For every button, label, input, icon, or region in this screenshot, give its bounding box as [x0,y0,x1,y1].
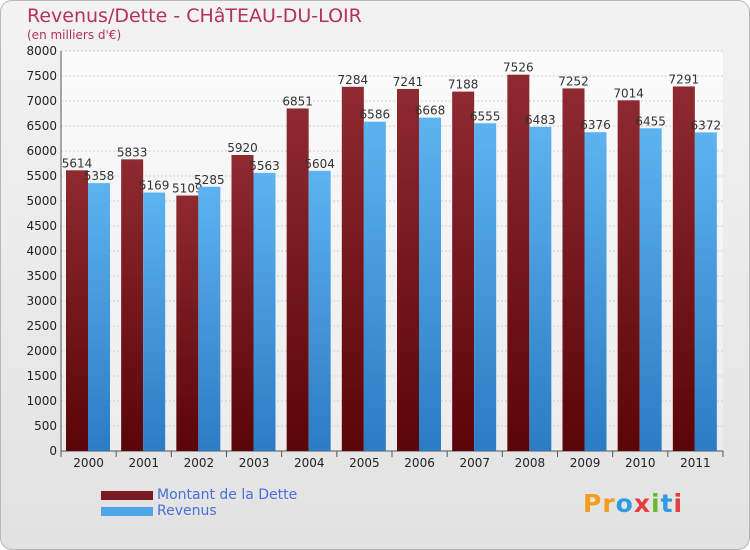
data-label-dette-2010: 7014 [613,86,644,100]
bar-dette-2001 [121,159,144,451]
logo-letter: x [633,489,651,518]
y-tick-label: 4500 [26,219,57,233]
logo-letter: i [651,489,661,518]
bar-dette-2008 [507,74,530,451]
bar-dette-2009 [562,88,585,452]
data-label-revenus-2000: 5358 [84,169,115,183]
bar-dette-2010 [617,100,640,452]
chart-title: Revenus/Dette - CHâTEAU-DU-LOIR [27,5,362,27]
legend: Montant de la Dette Revenus [101,487,297,519]
logo-letter: o [615,489,634,518]
y-tick-label: 3500 [26,269,57,283]
bar-revenus-2010 [639,128,662,451]
y-tick-label: 7500 [26,69,57,83]
y-tick-label: 5500 [26,169,57,183]
legend-item-revenus: Revenus [101,503,297,519]
legend-label-revenus: Revenus [157,503,217,519]
legend-label-dette: Montant de la Dette [157,487,298,503]
x-tick-label: 2005 [349,456,380,470]
bar-dette-2004 [286,108,309,451]
legend-swatch-dette [101,490,153,500]
bar-revenus-2005 [363,121,386,451]
data-label-revenus-2001: 5169 [139,179,170,193]
data-label-revenus-2008: 6483 [525,113,556,127]
y-tick-label: 7000 [26,94,57,108]
bar-revenus-2009 [584,132,607,451]
bar-revenus-2011 [694,132,717,451]
data-label-revenus-2011: 6372 [691,118,722,132]
data-label-revenus-2002: 5285 [194,173,225,187]
data-label-revenus-2004: 5604 [304,157,335,171]
bar-revenus-2006 [419,117,441,451]
data-label-dette-2006: 7241 [393,75,424,89]
x-tick-label: 2003 [239,456,270,470]
x-tick-label: 2009 [570,456,601,470]
y-tick-label: 8000 [26,44,57,58]
x-tick-label: 2011 [680,456,711,470]
logo-letter: P [583,489,603,518]
bar-dette-2000 [66,170,88,452]
bar-revenus-2007 [474,123,497,451]
bar-dette-2003 [231,155,254,451]
bar-revenus-2000 [88,183,110,451]
data-label-dette-2003: 5920 [227,141,258,155]
data-label-revenus-2005: 6586 [360,108,391,122]
x-tick-label: 2001 [128,456,159,470]
bar-dette-2011 [672,86,695,451]
x-tick-label: 2006 [404,456,435,470]
bar-revenus-2008 [529,126,552,451]
y-tick-label: 6000 [26,144,57,158]
chart-subtitle: (en milliers d'€) [27,28,122,42]
plot-area [61,51,723,451]
data-label-revenus-2006: 6668 [415,104,446,118]
bar-revenus-2003 [253,172,276,451]
x-tick-label: 2010 [625,456,656,470]
legend-item-dette: Montant de la Dette [101,487,297,503]
y-tick-label: 5000 [26,194,57,208]
data-label-dette-2007: 7188 [448,78,479,92]
legend-swatch-revenus [101,506,153,516]
bar-dette-2007 [452,91,475,451]
y-tick-label: 500 [34,419,57,433]
bar-revenus-2001 [143,192,166,452]
data-label-dette-2008: 7526 [503,61,534,75]
data-label-dette-2002: 5109 [172,182,203,196]
proxiti-logo: Proxiti [583,489,683,518]
data-label-revenus-2003: 5563 [249,159,280,173]
bar-dette-2005 [341,86,364,452]
x-tick-label: 2002 [184,456,215,470]
y-tick-label: 3000 [26,294,57,308]
data-label-dette-2000: 5614 [62,156,93,170]
data-label-dette-2001: 5833 [117,145,148,159]
data-label-dette-2009: 7252 [558,74,589,88]
y-tick-label: 0 [49,444,57,458]
logo-letter: i [673,489,684,518]
data-label-revenus-2010: 6455 [635,114,666,128]
y-tick-label: 2000 [26,344,57,358]
bar-revenus-2002 [198,186,221,451]
data-label-dette-2005: 7284 [338,73,369,87]
logo-letter: t [660,489,674,518]
bar-revenus-2004 [308,170,331,452]
y-tick-label: 4000 [26,244,57,258]
bar-dette-2006 [397,88,419,451]
y-tick-label: 1500 [26,369,57,383]
logo-letter: r [602,489,616,518]
x-tick-label: 2008 [515,456,546,470]
data-label-dette-2011: 7291 [669,72,700,86]
y-tick-label: 1000 [26,394,57,408]
data-label-revenus-2007: 6555 [470,109,501,123]
data-label-dette-2004: 6851 [282,94,313,108]
x-tick-label: 2004 [294,456,325,470]
data-label-revenus-2009: 6376 [580,118,611,132]
y-tick-label: 6500 [26,119,57,133]
x-tick-label: 2007 [459,456,490,470]
y-tick-label: 2500 [26,319,57,333]
x-tick-label: 2000 [73,456,104,470]
bar-dette-2002 [176,195,199,451]
